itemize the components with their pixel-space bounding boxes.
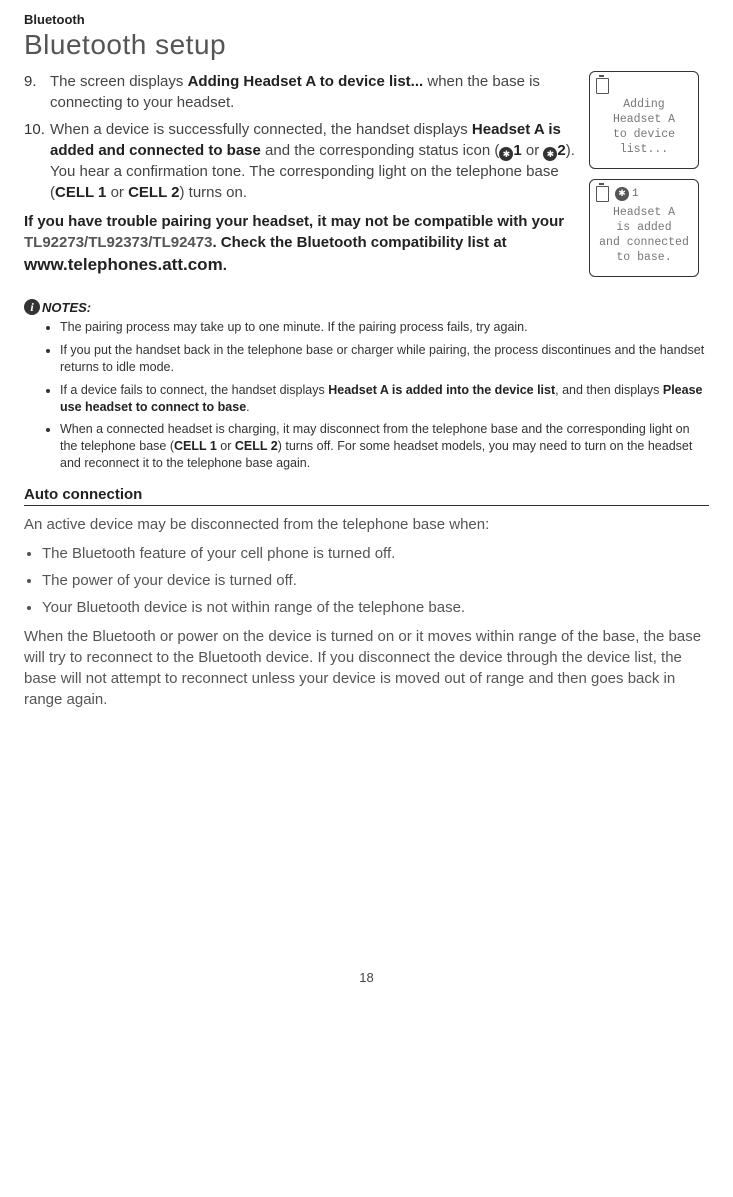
lcd-statusbar: ✱1 [594,186,694,206]
auto-connection-heading: Auto connection [24,486,709,506]
page-number: 18 [24,970,709,985]
battery-icon [596,186,609,202]
step10-bold2: CELL 1 [55,184,106,201]
step-10: When a device is successfully connected,… [24,119,577,203]
screens-column: Adding Headset A to device list... ✱1 He… [589,71,709,291]
note4-bold2: CELL 2 [235,439,278,453]
main-column: The screen displays Adding Headset A to … [24,71,577,291]
trouble-paragraph: If you have trouble pairing your headset… [24,211,577,277]
note3-bold1: Headset A is added into the device list [328,383,555,397]
auto-bullets: The Bluetooth feature of your cell phone… [24,543,709,618]
step10-seg2: and the corresponding status icon ( [261,142,499,159]
lcd1-text: Adding Headset A to device list... [594,98,694,158]
battery-icon [596,78,609,94]
bluetooth-icon: ✱ [499,147,513,161]
auto-bullet: Your Bluetooth device is not within rang… [42,597,709,618]
step10-btnum1: 1 [513,142,521,159]
lcd-statusbar [594,78,694,98]
page-title: Bluetooth setup [24,29,709,61]
note3-seg3: . [246,400,249,414]
auto-intro: An active device may be disconnected fro… [24,514,709,535]
trouble-line2: . Check the Bluetooth compatibility list… [212,234,506,251]
step9-prefix: The screen displays [50,73,188,90]
content-row: The screen displays Adding Headset A to … [24,71,709,291]
note-item: If a device fails to connect, the handse… [60,382,709,416]
section-label: Bluetooth [24,12,709,27]
note3-seg2: , and then displays [555,383,663,397]
notes-list: The pairing process may take up to one m… [24,319,709,472]
note-item: The pairing process may take up to one m… [60,319,709,336]
notes-header: i NOTES: [24,299,709,315]
trouble-line1: If you have trouble pairing your headset… [24,213,564,230]
step9-bold: Adding Headset A to device list... [188,73,424,90]
bluetooth-icon: ✱ [615,187,629,201]
lcd-screen-adding: Adding Headset A to device list... [589,71,699,169]
notes-label: NOTES: [42,300,91,315]
lcd-screen-added: ✱1 Headset A is added and connected to b… [589,179,699,277]
note-item: If you put the handset back in the telep… [60,342,709,376]
note4-bold1: CELL 1 [174,439,217,453]
trouble-period: . [223,257,227,274]
auto-bullet: The Bluetooth feature of your cell phone… [42,543,709,564]
note-item: When a connected headset is charging, it… [60,421,709,472]
note3-seg1: If a device fails to connect, the handse… [60,383,328,397]
note4-seg2: or [217,439,235,453]
bluetooth-icon: ✱ [543,147,557,161]
step10-seg5: or [106,184,128,201]
bt-status-num: 1 [632,188,639,200]
auto-bullet: The power of your device is turned off. [42,570,709,591]
info-icon: i [24,299,40,315]
step10-seg6: ) turns on. [180,184,248,201]
step10-seg1: When a device is successfully connected,… [50,121,472,138]
model-numbers: TL92273/TL92373/TL92473 [24,234,212,251]
step10-btnum2: 2 [557,142,565,159]
compat-url: www.telephones.att.com [24,255,223,274]
step10-seg3: or [522,142,544,159]
step-9: The screen displays Adding Headset A to … [24,71,577,113]
auto-outro: When the Bluetooth or power on the devic… [24,626,709,710]
step10-bold3: CELL 2 [128,184,179,201]
lcd2-text: Headset A is added and connected to base… [594,206,694,266]
steps-list: The screen displays Adding Headset A to … [24,71,577,203]
